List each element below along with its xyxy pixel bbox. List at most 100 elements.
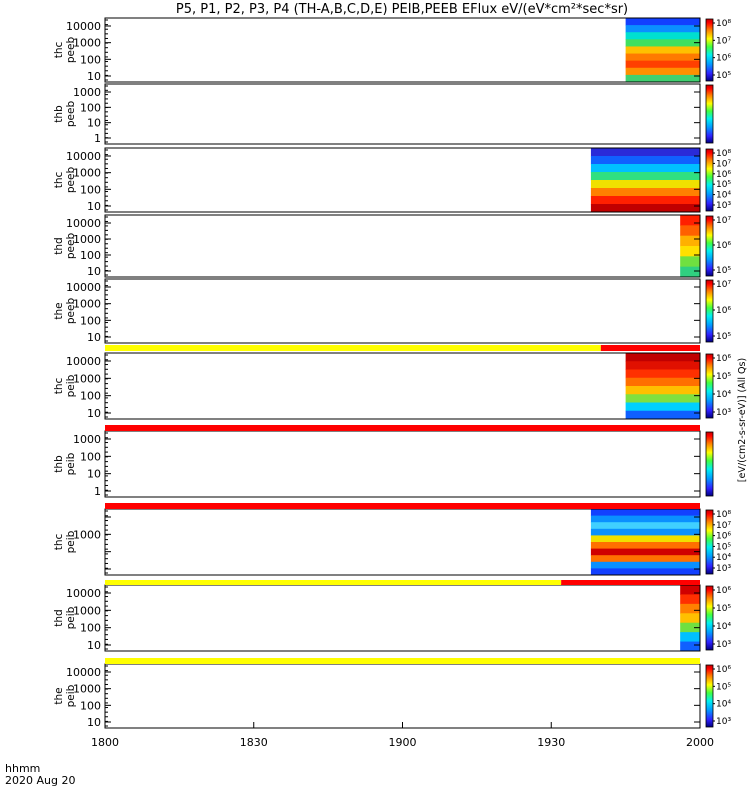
y-tick-label: 100 <box>80 314 101 327</box>
panel-instrument-label: peeb <box>65 37 77 64</box>
footer-hhmm-label: hhmm <box>5 762 40 775</box>
colorbar-tick-label: 10⁵ <box>716 682 731 692</box>
spectrogram-band <box>590 148 700 157</box>
y-tick-label: 10000 <box>66 587 101 600</box>
status-bar-segment <box>561 580 700 585</box>
spectrogram-band <box>625 353 700 362</box>
spectrogram-band <box>625 18 700 26</box>
colorbar <box>705 279 714 343</box>
spectrogram-band <box>590 528 700 536</box>
panel-probe-label: the <box>53 302 65 319</box>
spectrogram-band <box>625 361 700 370</box>
panel-frame <box>104 352 701 420</box>
y-tick-label: 1000 <box>73 298 101 311</box>
spectrogram-band <box>680 585 700 595</box>
y-tick-label: 1000 <box>73 86 101 99</box>
colorbar <box>705 148 714 212</box>
spectrogram-band <box>625 60 700 69</box>
panel-instrument-label: peib <box>65 684 77 707</box>
x-tick-label: 1900 <box>389 736 417 749</box>
spectrogram-band <box>625 369 700 379</box>
panel: 10000 1000 100 10 the peeb 10⁷ 10⁶ 10⁵ <box>53 278 731 344</box>
y-tick-label: 10 <box>87 70 101 83</box>
colorbar <box>705 353 714 419</box>
spectrogram-band <box>625 67 700 76</box>
spectrogram-band <box>625 402 700 412</box>
panel: 10000 1000 100 10 thc peib 10⁶ 10⁵ 10⁴ 10³ <box>53 352 731 420</box>
status-bar-segment <box>105 503 700 509</box>
y-tick-label: 10000 <box>66 281 101 294</box>
y-tick-label: 1000 <box>73 372 101 385</box>
spectrogram-band <box>590 555 700 563</box>
y-tick-label: 10 <box>87 117 101 130</box>
colorbar-tick-label: 10³ <box>716 717 731 727</box>
colorbar <box>705 664 714 728</box>
colorbar-tick-label: 10⁶ <box>716 586 731 596</box>
y-tick-label: 100 <box>80 101 101 114</box>
colorbar-tick-label: 10⁶ <box>716 241 731 251</box>
panel: 1000 100 10 1 thb peeb <box>53 83 714 145</box>
status-bars-group <box>105 345 700 664</box>
colorbar <box>705 84 714 144</box>
colorbar-tick-label: 10⁶ <box>716 306 731 316</box>
y-tick-label: 10 <box>87 407 101 420</box>
colorbar-tick-label: 10⁵ <box>716 71 731 81</box>
y-tick-label: 10000 <box>66 150 101 163</box>
colorbar-tick-label: 10⁴ <box>716 622 731 632</box>
spectrogram-band <box>590 568 700 576</box>
colorbar <box>705 509 714 575</box>
panel-probe-label: thc <box>53 378 65 395</box>
panel-probe-label: thd <box>53 237 65 254</box>
panel: 10000 1000 100 10 thc peeb 10⁸ 10⁷ 10⁶ 10⁵ <box>53 17 731 83</box>
colorbar <box>705 215 714 277</box>
x-axis: 1800 1830 1900 1930 2000 <box>91 722 714 749</box>
colorbar-tick-label: 10⁴ <box>716 390 731 400</box>
y-tick-label: 10 <box>87 468 101 481</box>
panel-probe-label: thb <box>53 105 65 123</box>
y-tick-label: 100 <box>80 249 101 262</box>
spectrogram-band <box>625 74 700 83</box>
x-tick-label: 1930 <box>537 736 565 749</box>
colorbar-tick-label: 10⁸ <box>716 149 731 159</box>
panel: 10000 1000 100 10 the peib 10⁶ 10⁵ 10⁴ 10³ <box>53 663 731 729</box>
y-tick-label: 1 <box>94 485 101 498</box>
colorbar-tick-label: 10⁷ <box>716 216 731 226</box>
spectrogram-band <box>590 509 700 517</box>
spectrogram-band <box>590 188 700 197</box>
panel-frame <box>104 663 701 729</box>
colorbar-tick-label: 10³ <box>716 640 731 650</box>
spectrogram-band <box>680 622 700 633</box>
panel-probe-label: thc <box>53 42 65 59</box>
panel-frame <box>104 584 701 652</box>
spectrogram-band <box>625 377 700 387</box>
spectrogram-band <box>680 266 700 278</box>
spectrogram-band <box>590 164 700 173</box>
y-tick-label: 100 <box>80 450 101 463</box>
colorbar-unit-label: [eV/(cm2-s-sr-eV)] (All Qs) <box>737 358 748 482</box>
footer-date-label: 2020 Aug 20 <box>5 774 75 787</box>
y-tick-label: 100 <box>80 183 101 196</box>
colorbar-tick-label: 10⁵ <box>716 604 731 614</box>
spectrogram-band <box>680 594 700 605</box>
spectrogram-band <box>680 235 700 247</box>
spectrogram-band <box>590 561 700 569</box>
spectrogram-band <box>590 172 700 181</box>
y-tick-label: 10000 <box>66 666 101 679</box>
status-bar-segment <box>105 658 700 664</box>
y-tick-label: 1000 <box>73 683 101 696</box>
spectrogram-band <box>680 632 700 643</box>
y-tick-label: 100 <box>80 699 101 712</box>
panel-instrument-label: peib <box>65 452 77 475</box>
y-tick-label: 10 <box>87 200 101 213</box>
colorbar-tick-label: 10⁷ <box>716 159 731 169</box>
spectrogram-band <box>590 542 700 550</box>
colorbar-tick-label: 10⁵ <box>716 372 731 382</box>
panel: 1000 100 10 1 thb peib <box>53 430 714 498</box>
status-bar-segment <box>105 425 700 431</box>
y-tick-label: 100 <box>80 390 101 403</box>
spectrogram-band <box>625 25 700 33</box>
spectrogram-band <box>625 39 700 47</box>
y-tick-label: 1000 <box>73 528 101 541</box>
panel-probe-label: thd <box>53 609 65 626</box>
